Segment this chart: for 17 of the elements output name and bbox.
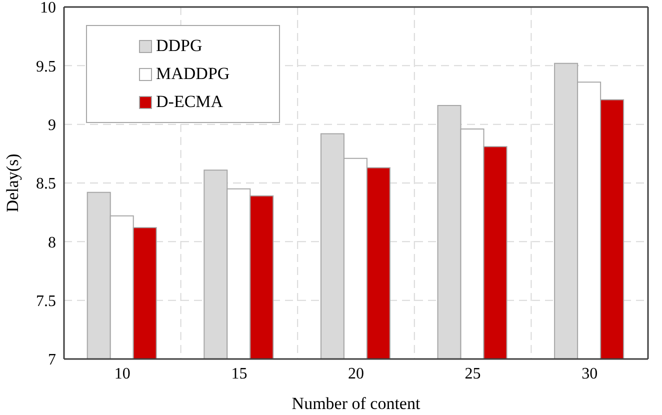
y-tick-label: 10 (40, 0, 56, 17)
y-tick-label: 8 (48, 234, 56, 252)
x-tick-label: 30 (582, 365, 598, 382)
legend-label: D-ECMA (156, 91, 224, 113)
y-tick-label: 9.5 (36, 58, 56, 76)
y-axis-title: Delay(s) (3, 154, 22, 212)
y-tick-label: 9 (48, 117, 56, 134)
x-tick-label: 20 (348, 365, 364, 382)
x-tick-label: 25 (464, 365, 481, 382)
legend-label: MADDPG (156, 63, 230, 85)
y-tick-label: 7 (48, 352, 56, 369)
x-tick-label: 15 (231, 365, 248, 382)
y-tick-label: 8.5 (36, 176, 56, 193)
y-tick-label: 7.5 (36, 293, 56, 310)
legend-label: DDPG (156, 35, 202, 57)
x-axis-title: Number of content (292, 394, 420, 413)
x-tick-label: 10 (114, 365, 130, 382)
